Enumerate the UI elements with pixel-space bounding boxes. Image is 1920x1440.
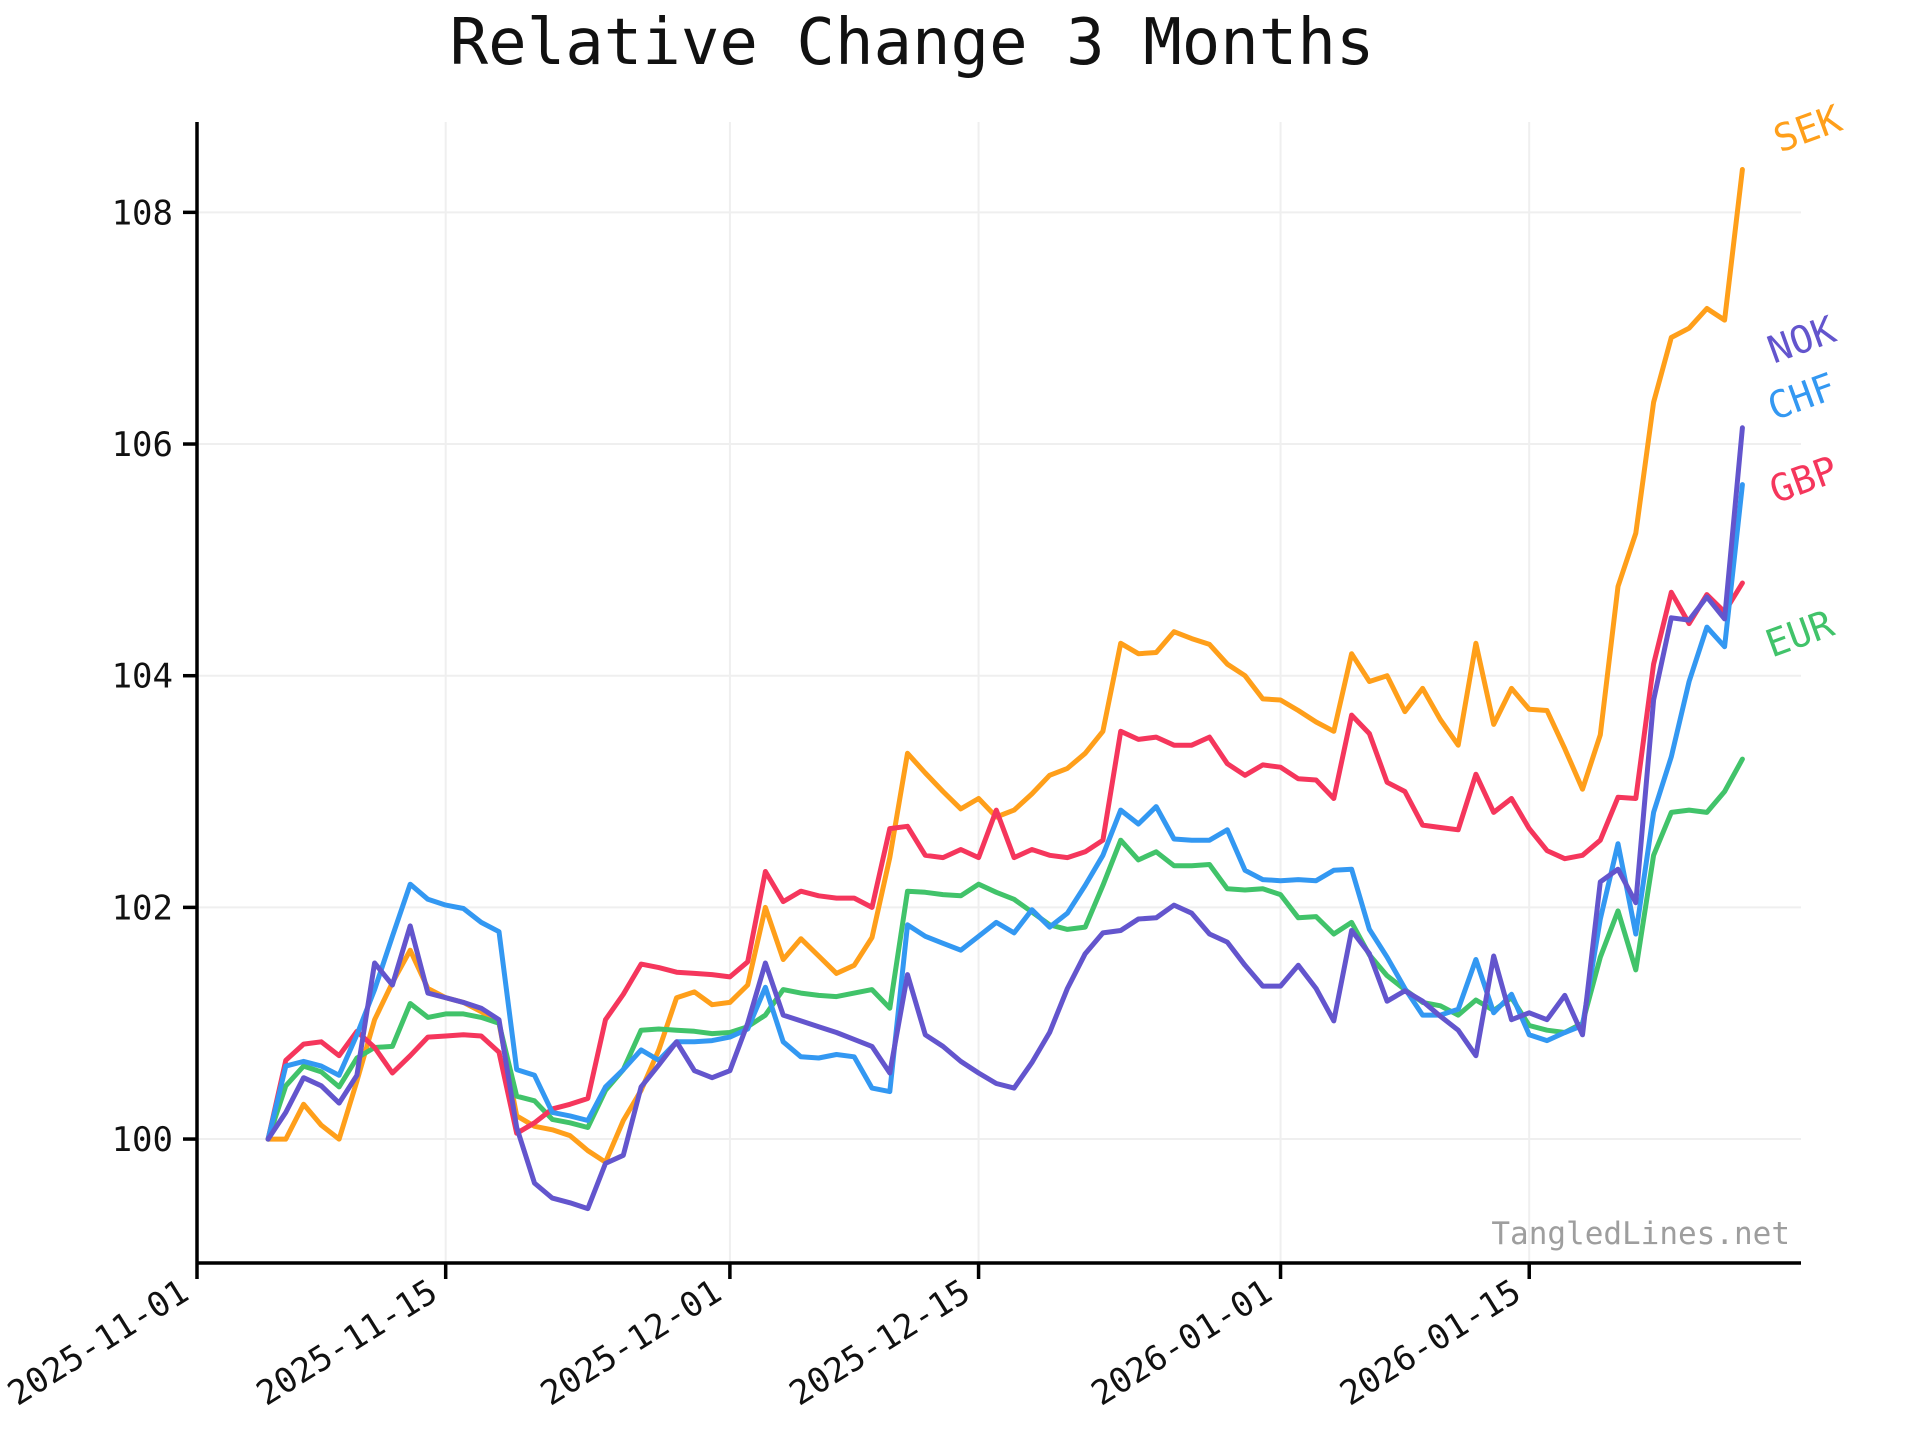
series-line-chf [265,482,1745,1142]
tick-labels: 100 102 104 106 108 2025-11-01 2025-11-15 2025-… [1,193,1528,1414]
y-tick-label: 108 [112,193,173,233]
axes [183,122,1801,1279]
y-tick-label: 104 [112,657,173,697]
legend-label-chf: CHF [1762,364,1842,429]
legend-label-eur: EUR [1760,601,1840,666]
x-tick-label: 2025-11-15 [250,1272,445,1414]
x-tick-label: 2025-12-15 [783,1272,978,1414]
y-tick-label: 100 [112,1120,173,1160]
series-lines [265,167,1745,1212]
x-tick-label: 2026-01-15 [1333,1272,1528,1414]
y-tick-label: 106 [112,425,173,465]
series-line-nok [265,425,1745,1212]
series-line-gbp [265,580,1745,1142]
chart-title: Relative Change 3 Months [449,6,1375,80]
gridlines [196,122,1801,1263]
x-tick-label: 2026-01-01 [1085,1272,1280,1414]
x-tick-label: 2025-12-01 [534,1272,729,1414]
legend-label-nok: NOK [1762,307,1842,372]
y-tick-label: 102 [112,888,173,928]
legend-label-sek: SEK [1768,96,1848,161]
x-tick-label: 2025-11-01 [1,1272,196,1414]
legend-label-gbp: GBP [1764,447,1844,512]
watermark: TangledLines.net [1491,1216,1790,1252]
